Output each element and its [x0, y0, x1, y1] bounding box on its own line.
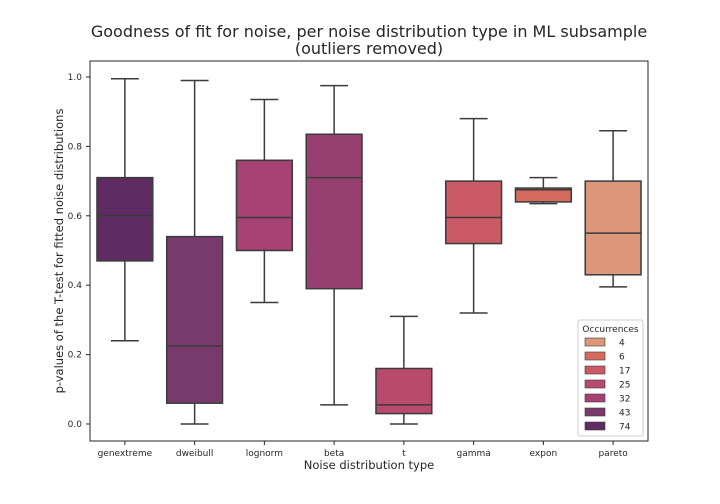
legend-swatch: [584, 407, 606, 417]
box-beta: [305, 84, 363, 406]
legend-label: 17: [619, 367, 630, 377]
x-axis-label: Noise distribution type: [304, 458, 434, 472]
legend-item: 4: [584, 337, 625, 349]
box-iqr: [165, 235, 224, 404]
y-tick-label: 0.6: [68, 212, 83, 222]
x-tick-label: genextreme: [98, 449, 153, 459]
legend-item: 17: [584, 365, 630, 377]
legend-item: 74: [584, 421, 631, 433]
x-tick-label: gamma: [456, 449, 490, 459]
x-tick-label: pareto: [598, 449, 628, 459]
x-tick-label: lognorm: [246, 449, 283, 459]
legend-swatch: [584, 421, 606, 431]
legend-swatch: [584, 337, 606, 347]
box-expon: [514, 176, 573, 205]
x-tick-label: dweibull: [176, 449, 214, 459]
box-iqr: [514, 187, 573, 203]
box-t: [375, 315, 433, 425]
legend-label: 6: [619, 353, 625, 363]
y-tick-label: 0.8: [68, 142, 83, 152]
y-axis-ticks: 0.0 0.2 0.4 0.6 0.8 1.0: [68, 73, 90, 430]
y-tick-label: 1.0: [68, 73, 83, 83]
box-iqr: [235, 159, 294, 252]
legend-item: 32: [584, 393, 630, 405]
legend-label: 32: [619, 395, 630, 405]
box-iqr: [96, 176, 154, 262]
box-lognorm: [235, 98, 294, 304]
legend-item: 25: [584, 379, 630, 391]
x-tick-label: t: [402, 449, 406, 459]
legend-swatch: [584, 365, 606, 375]
box-iqr: [444, 180, 503, 245]
box-pareto: [584, 130, 642, 288]
box-gamma: [444, 117, 503, 314]
legend-swatch: [584, 379, 606, 389]
legend-title: Occurrences: [582, 325, 638, 335]
box-series: [96, 77, 642, 425]
legend-frame: [577, 319, 644, 437]
box-genextreme: [96, 77, 154, 342]
box-iqr: [375, 367, 433, 415]
legend-label: 4: [619, 339, 625, 349]
x-axis-ticks: genextreme dweibull lognorm beta t gamma expon…: [98, 441, 628, 459]
x-tick-label: beta: [324, 449, 344, 459]
y-tick-label: 0.2: [68, 351, 82, 361]
legend-swatch: [584, 393, 606, 403]
legend-item: 6: [584, 351, 625, 363]
plot-frame: [89, 60, 649, 442]
legend-swatch: [584, 351, 606, 361]
box-iqr: [584, 180, 642, 276]
box-dweibull: [165, 79, 224, 425]
legend-label: 74: [619, 423, 631, 433]
y-tick-label: 0.0: [68, 420, 83, 430]
chart-title: Goodness of fit for noise, per noise dis…: [91, 22, 647, 41]
box-iqr: [305, 133, 363, 290]
y-axis-label: p-values of the T-test for fitted noise …: [52, 109, 66, 394]
x-tick-label: expon: [530, 449, 558, 459]
y-tick-label: 0.4: [68, 281, 83, 291]
legend: Occurrences 4 6 17 25 32 43 74: [577, 319, 644, 437]
chart-subtitle: (outliers removed): [295, 39, 443, 58]
legend-item: 43: [584, 407, 630, 419]
legend-label: 43: [619, 409, 630, 419]
legend-label: 25: [619, 381, 630, 391]
